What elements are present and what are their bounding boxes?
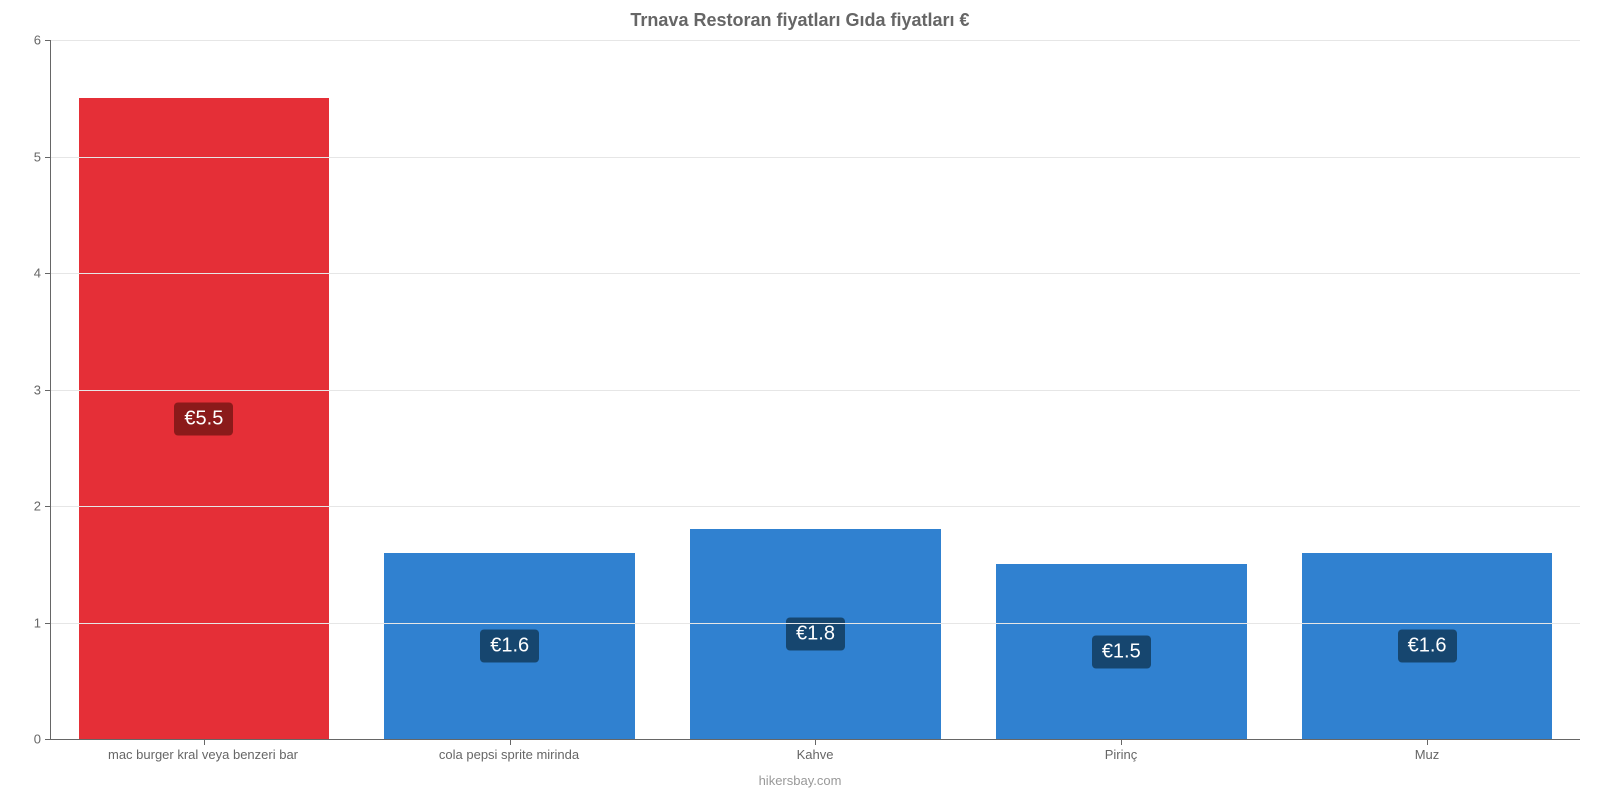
y-tick-mark [45, 40, 51, 41]
x-tick-mark [1121, 739, 1122, 745]
x-axis-label: cola pepsi sprite mirinda [356, 747, 662, 762]
bar-value-label: €1.6 [1398, 629, 1457, 662]
bar: €1.5 [996, 564, 1247, 739]
x-tick-mark [204, 739, 205, 745]
chart-title: Trnava Restoran fiyatları Gıda fiyatları… [0, 10, 1600, 31]
x-tick-mark [815, 739, 816, 745]
plot-area: €5.5€1.6€1.8€1.5€1.6 0123456 [50, 40, 1580, 740]
grid-line [51, 273, 1580, 274]
grid-line [51, 390, 1580, 391]
bar: €1.8 [690, 529, 941, 739]
y-tick-label: 6 [34, 33, 41, 48]
footer-credit: hikersbay.com [0, 773, 1600, 788]
y-tick-label: 5 [34, 149, 41, 164]
bar: €5.5 [79, 98, 330, 739]
bar-value-label: €5.5 [174, 402, 233, 435]
x-axis-label: mac burger kral veya benzeri bar [50, 747, 356, 762]
x-axis-label: Pirinç [968, 747, 1274, 762]
bar: €1.6 [384, 553, 635, 739]
x-axis-label: Muz [1274, 747, 1580, 762]
y-tick-mark [45, 623, 51, 624]
x-axis-labels: mac burger kral veya benzeri barcola pep… [50, 747, 1580, 762]
y-tick-mark [45, 739, 51, 740]
chart-container: Trnava Restoran fiyatları Gıda fiyatları… [0, 0, 1600, 800]
y-tick-label: 3 [34, 382, 41, 397]
x-tick-mark [1427, 739, 1428, 745]
y-tick-label: 0 [34, 732, 41, 747]
y-tick-mark [45, 390, 51, 391]
y-tick-label: 2 [34, 499, 41, 514]
bar-value-label: €1.6 [480, 629, 539, 662]
bar-value-label: €1.5 [1092, 635, 1151, 668]
y-tick-mark [45, 157, 51, 158]
y-tick-label: 4 [34, 266, 41, 281]
x-tick-mark [510, 739, 511, 745]
y-tick-mark [45, 273, 51, 274]
grid-line [51, 623, 1580, 624]
grid-line [51, 506, 1580, 507]
grid-line [51, 157, 1580, 158]
x-axis-label: Kahve [662, 747, 968, 762]
grid-line [51, 40, 1580, 41]
y-tick-mark [45, 506, 51, 507]
y-tick-label: 1 [34, 615, 41, 630]
bar: €1.6 [1302, 553, 1553, 739]
